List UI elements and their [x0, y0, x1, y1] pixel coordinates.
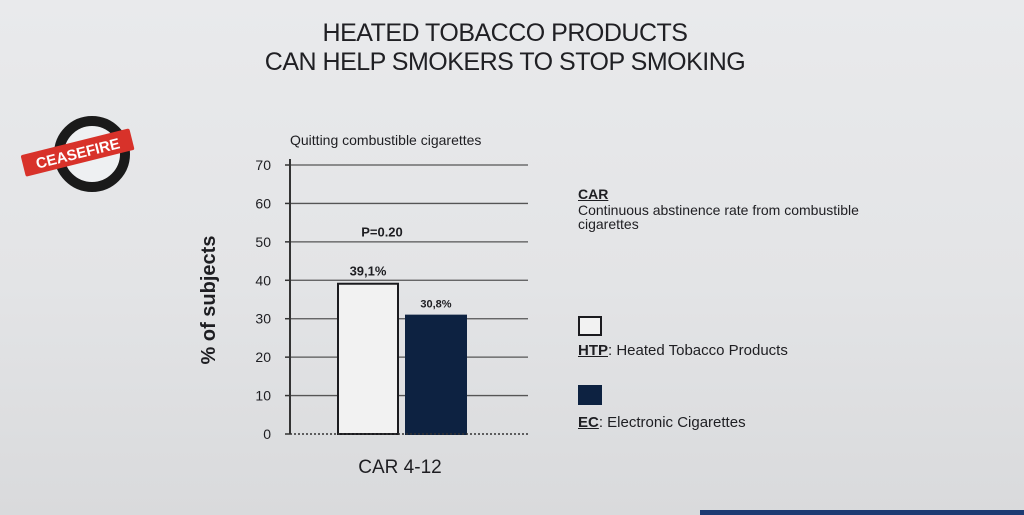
title-line-1: HEATED TOBACCO PRODUCTS: [322, 19, 688, 47]
legend-htp-abbr: HTP: [578, 342, 608, 359]
y-tick-label: 40: [255, 272, 271, 288]
bar-value-label-htp: 39,1%: [350, 264, 387, 279]
legend-car-description: Continuous abstinence rate from combusti…: [578, 202, 859, 232]
y-tick-label: 70: [255, 157, 271, 173]
y-tick-label: 50: [255, 234, 271, 250]
y-tick-label: 60: [255, 195, 271, 211]
x-axis-label: CAR 4-12: [358, 457, 441, 478]
p-value-annotation: P=0.20: [361, 225, 403, 240]
bars: 39,1% 30,8%: [337, 264, 467, 436]
y-tick-label: 30: [255, 311, 271, 327]
legend-entry-ec: EC: Electronic Cigarettes: [578, 414, 746, 431]
legend-entry-htp: HTP: Heated Tobacco Products: [578, 342, 788, 359]
bar-htp: [337, 282, 399, 435]
legend-ec-desc: : Electronic Cigarettes: [598, 414, 746, 431]
ceasefire-logo: CEASEFIRE: [21, 116, 135, 192]
legend-ec-abbr: EC: [578, 414, 599, 431]
title-line-2: CAN HELP SMOKERS TO STOP SMOKING: [264, 48, 746, 76]
bottom-accent-band: [700, 510, 1024, 515]
legend-swatch-ec: [578, 385, 602, 405]
y-axis-label: % of subjects: [198, 236, 220, 365]
y-tick-label: 0: [263, 426, 271, 442]
y-tick-label: 10: [255, 388, 271, 404]
bar-value-label-ec: 30,8%: [420, 299, 451, 311]
chart-title: Quitting combustible cigarettes: [290, 132, 481, 148]
legend-swatch-htp: [578, 316, 602, 336]
y-tick-label: 20: [255, 349, 271, 365]
bar-ec: [405, 314, 467, 436]
legend-htp-desc: : Heated Tobacco Products: [608, 342, 788, 359]
legend-car-title: CAR: [578, 186, 609, 202]
y-axis-ticks: 0 10 20 30 40 50 60 70: [255, 157, 290, 442]
